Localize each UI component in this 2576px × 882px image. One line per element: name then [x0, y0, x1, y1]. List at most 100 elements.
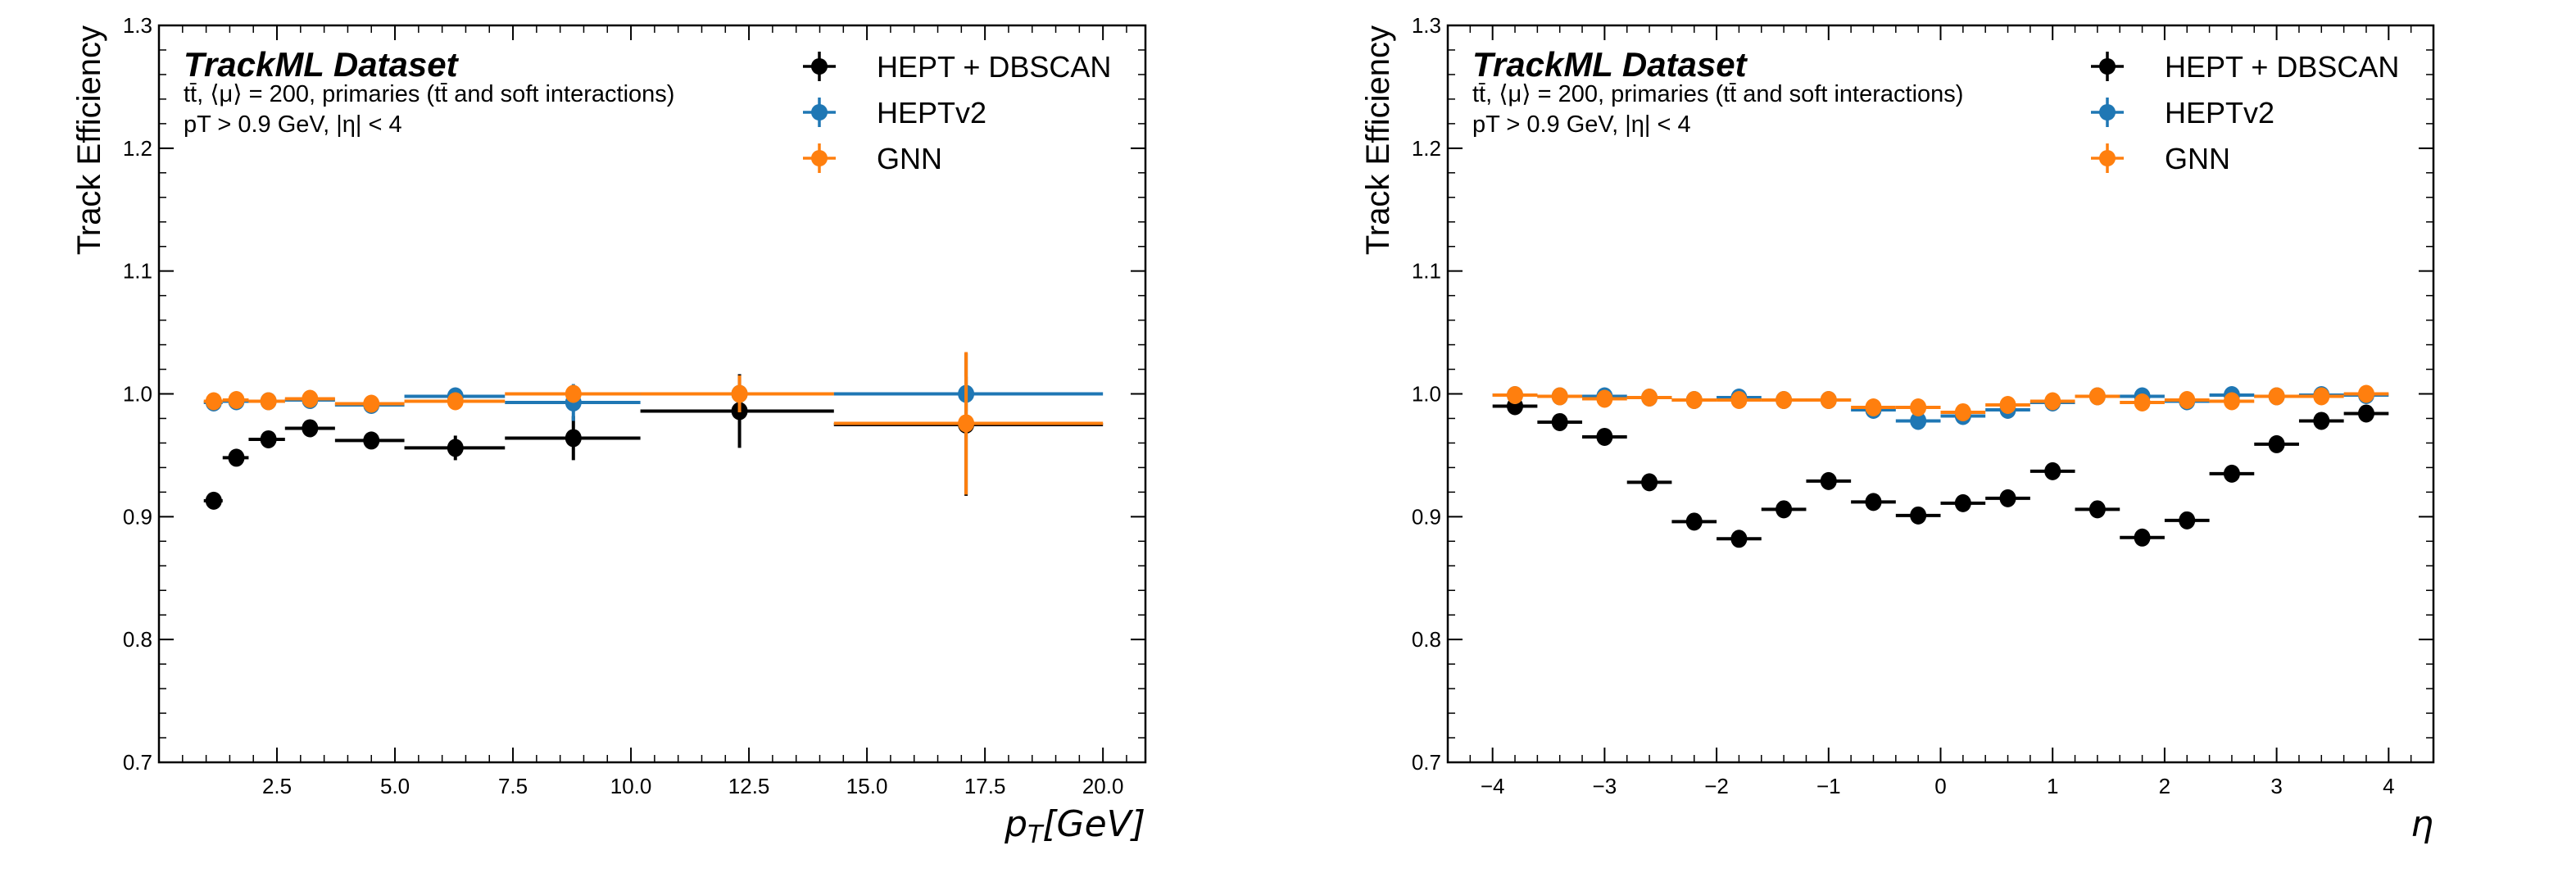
data-point: [205, 491, 222, 510]
data-marks: [203, 352, 1104, 510]
data-point: [1865, 493, 1882, 511]
y-tick-label: 1.1: [1412, 259, 1441, 284]
series-gnn: [1492, 384, 2389, 421]
legend-label: GNN: [877, 142, 942, 175]
x-tick-label: −2: [1704, 774, 1729, 798]
x-axis-label-sub: T: [1027, 821, 1045, 849]
legend-label: HEPT + DBSCAN: [2165, 50, 2399, 84]
data-point: [731, 384, 748, 403]
data-point: [958, 414, 975, 433]
legend-entry-hept-dbscan: HEPT + DBSCAN: [2091, 50, 2399, 84]
legend-dot: [811, 150, 828, 166]
data-point: [2313, 411, 2330, 430]
ticks: 2.5 5.0 7.5 10.0 12.5 15.0 17.5 20.0 0.7 0.8 0.9 1.…: [123, 13, 1145, 798]
data-point: [2179, 511, 2196, 530]
legend: HEPT + DBSCAN HEPTv2 GNN: [2091, 50, 2399, 175]
data-point: [1596, 389, 1613, 408]
data-point: [1999, 395, 2016, 414]
data-point: [2088, 387, 2106, 406]
x-axis-label: η: [2410, 803, 2433, 845]
data-point: [2044, 461, 2061, 480]
x-tick-label: 0: [1934, 774, 1946, 798]
data-point: [1730, 530, 1748, 548]
y-axis-label: Track Efficiency: [71, 25, 107, 255]
y-tick-label: 0.9: [1412, 504, 1441, 529]
data-point: [228, 390, 245, 409]
data-point: [363, 431, 380, 450]
data-point: [1551, 412, 1568, 431]
y-tick-label: 1.1: [123, 259, 152, 284]
plot-subtitle-process: tt̄, ⟨μ⟩ = 200, primaries (tt̄ and soft …: [184, 81, 674, 107]
data-point: [1865, 398, 1882, 416]
data-point: [1685, 512, 1703, 531]
series-gnn: [203, 352, 1104, 495]
y-tick-label: 1.2: [1412, 136, 1441, 161]
x-tick-label: 17.5: [964, 774, 1006, 798]
data-point: [1820, 390, 1837, 409]
data-point: [565, 384, 582, 403]
x-tick-label: −1: [1816, 774, 1841, 798]
data-point: [2179, 390, 2196, 409]
x-tick-label: 7.5: [498, 774, 528, 798]
legend-entry-gnn: GNN: [803, 142, 942, 175]
series-hept-dbscan: [1492, 397, 2389, 548]
legend-label: HEPTv2: [877, 96, 986, 130]
data-point: [447, 392, 464, 411]
legend-marker-icon: [803, 143, 836, 173]
x-tick-label: 2.5: [262, 774, 292, 798]
x-tick-label: 5.0: [380, 774, 410, 798]
data-point: [565, 429, 582, 448]
data-point: [1954, 493, 1971, 512]
data-point: [2134, 393, 2151, 411]
data-point: [2268, 434, 2285, 453]
legend-entry-hept-dbscan: HEPT + DBSCAN: [803, 50, 1111, 84]
data-point: [1776, 390, 1793, 409]
data-marks: [1492, 384, 2389, 548]
data-point: [1551, 387, 1568, 406]
legend-marker-icon: [2091, 143, 2124, 173]
y-axis-label: Track Efficiency: [1360, 25, 1396, 255]
legend-dot: [811, 104, 828, 120]
legend-dot: [2099, 58, 2116, 75]
y-tick-label: 0.7: [1412, 750, 1441, 775]
data-point: [2357, 384, 2374, 403]
data-point: [205, 392, 222, 411]
data-point: [1999, 489, 2016, 507]
panel-efficiency-vs-eta: −4 −3 −2 −1 0 1 2 3 4 0.7 0.8 0.9 1.0 1.1 1.2 1.3 Track…: [1360, 13, 2435, 845]
data-point: [1910, 411, 1927, 430]
legend-entry-heptv2: HEPTv2: [803, 96, 986, 130]
data-point: [363, 394, 380, 413]
data-point: [1954, 402, 1971, 421]
legend-label: HEPT + DBSCAN: [877, 50, 1111, 84]
data-point: [2357, 404, 2374, 423]
y-tick-label: 0.8: [1412, 627, 1441, 652]
x-tick-label: 20.0: [1082, 774, 1124, 798]
legend-dot: [811, 58, 828, 75]
x-tick-label: −3: [1593, 774, 1617, 798]
y-tick-label: 0.8: [123, 627, 152, 652]
legend-dot: [2099, 104, 2116, 120]
y-tick-label: 1.3: [1412, 13, 1441, 38]
legend-marker-icon: [803, 98, 836, 127]
x-tick-label: 2: [2159, 774, 2170, 798]
data-point: [2044, 392, 2061, 411]
plot-subtitle-process: tt̄, ⟨μ⟩ = 200, primaries (tt̄ and soft …: [1472, 81, 1963, 107]
legend-label: HEPTv2: [2165, 96, 2274, 130]
data-point: [2223, 392, 2240, 411]
ticks: −4 −3 −2 −1 0 1 2 3 4 0.7 0.8 0.9 1.0 1.1 1.2 1.3: [1412, 13, 2434, 798]
x-tick-label: 3: [2270, 774, 2282, 798]
x-tick-label: −4: [1481, 774, 1505, 798]
y-tick-label: 1.3: [123, 13, 152, 38]
plot-title: TrackML Dataset: [1472, 45, 1748, 84]
data-point: [1685, 390, 1703, 409]
data-point: [1641, 388, 1658, 407]
data-point: [2268, 387, 2285, 406]
legend-dot: [2099, 150, 2116, 166]
x-tick-label: 1: [2047, 774, 2058, 798]
y-tick-label: 1.0: [1412, 382, 1441, 407]
x-axis-label-p: p: [1004, 803, 1027, 845]
data-point: [2088, 500, 2106, 519]
data-point: [260, 430, 277, 448]
y-tick-label: 0.7: [123, 750, 152, 775]
